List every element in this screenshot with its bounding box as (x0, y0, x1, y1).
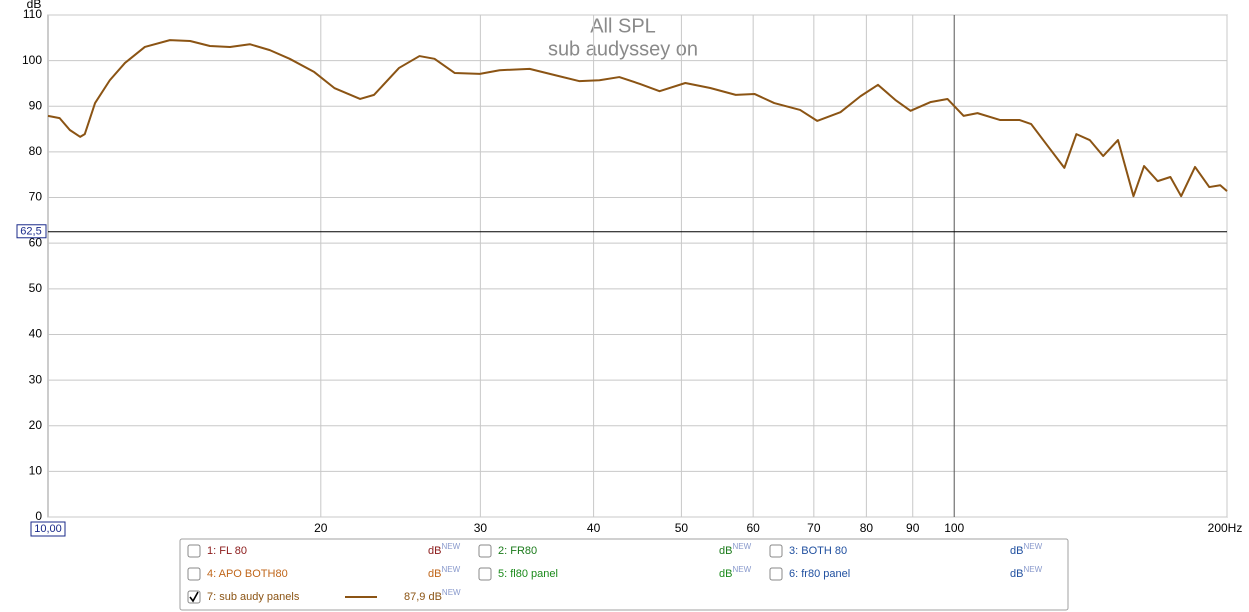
x-tick-label: 40 (587, 521, 601, 535)
checkbox (769, 567, 783, 581)
legend-label: 4: APO BOTH80 (207, 568, 288, 580)
y-tick-label: 90 (29, 98, 43, 112)
tag: NEW (441, 565, 460, 574)
legend-unit: dBNEW (1010, 542, 1043, 557)
x-tick-label: 100 (944, 521, 964, 535)
y-tick-label: 110 (23, 7, 42, 21)
unit: 87,9 dB (404, 591, 442, 603)
tag: NEW (1023, 565, 1042, 574)
checkbox (187, 567, 201, 581)
x-tick-label: 200Hz (1208, 521, 1243, 535)
tag: NEW (442, 588, 461, 597)
unit: dB (428, 545, 441, 557)
x-tick-label: 30 (474, 521, 488, 535)
y-tick-label: 50 (29, 281, 43, 295)
plot-area (47, 14, 1228, 518)
tag: NEW (441, 542, 460, 551)
chart-subtitle: sub audyssey on (548, 38, 698, 60)
unit: dB (428, 568, 441, 580)
cursor-box (30, 521, 66, 537)
x-tick-label: 20 (314, 521, 328, 535)
tag: NEW (732, 565, 751, 574)
y-axis-label: dB (27, 0, 42, 11)
legend-label: 3: BOTH 80 (789, 545, 847, 557)
legend-unit: dBNEW (428, 565, 461, 580)
y-tick-label: 10 (29, 464, 43, 478)
unit: dB (1010, 568, 1023, 580)
checkmark (189, 591, 199, 603)
unit: dB (1010, 545, 1023, 557)
legend-unit: dBNEW (719, 565, 752, 580)
x-tick-label: 70 (807, 521, 821, 535)
legend-label: 2: FR80 (498, 545, 537, 557)
legend-unit: dBNEW (1010, 565, 1043, 580)
legend-label: 7: sub audy panels (207, 591, 300, 603)
x-tick-label: 90 (906, 521, 920, 535)
trace-line (47, 39, 1228, 198)
checkbox (478, 544, 492, 558)
y-tick-label: 100 (22, 53, 42, 67)
cursor-x-label: 10,00 (34, 523, 62, 535)
legend-unit: dBNEW (428, 542, 461, 557)
checkbox (187, 544, 201, 558)
unit: dB (719, 568, 732, 580)
checkbox (769, 544, 783, 558)
legend-box (179, 538, 1069, 611)
chart-title: All SPL (590, 15, 656, 37)
legend-label: 1: FL 80 (207, 545, 247, 557)
unit: dB (719, 545, 732, 557)
legend-label: 6: fr80 panel (789, 568, 850, 580)
y-tick-label: 80 (29, 144, 43, 158)
cursor-box (16, 224, 47, 239)
tag: NEW (1023, 542, 1042, 551)
y-tick-label: 30 (29, 372, 43, 386)
tag: NEW (732, 542, 751, 551)
y-tick-label: 60 (29, 235, 43, 249)
y-tick-label: 40 (29, 327, 43, 341)
legend-unit: dBNEW (719, 542, 752, 557)
legend-label: 5: fl80 panel (498, 568, 558, 580)
x-tick-label: 60 (746, 521, 760, 535)
x-tick-label: 80 (860, 521, 874, 535)
y-tick-label: 0 (35, 509, 42, 523)
cursor-y-label: 62,5 (20, 226, 41, 238)
x-tick-label: 50 (675, 521, 689, 535)
checkbox (478, 567, 492, 581)
legend-unit: 87,9 dBNEW (404, 588, 461, 603)
y-tick-label: 20 (29, 418, 43, 432)
y-tick-label: 70 (29, 190, 43, 204)
